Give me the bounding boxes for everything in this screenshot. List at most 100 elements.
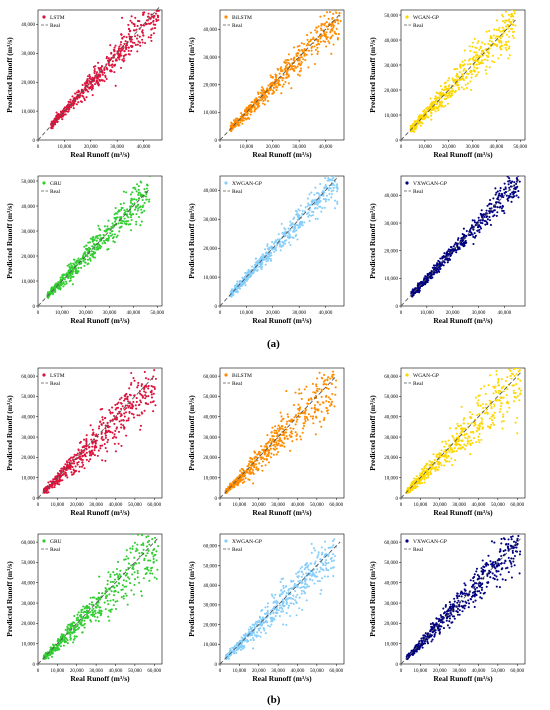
data-point [476, 41, 479, 45]
data-point [323, 187, 326, 190]
data-point [118, 54, 121, 58]
data-point [101, 242, 104, 245]
data-point [511, 23, 514, 26]
data-point [507, 30, 511, 33]
data-point [319, 15, 322, 18]
data-point [480, 387, 483, 390]
data-point [131, 407, 134, 410]
data-point [142, 172, 144, 174]
legend-label: BiLSTM [232, 373, 252, 379]
y-tick-label: 10,000 [203, 111, 217, 116]
data-point [120, 407, 123, 410]
data-point [441, 440, 444, 443]
data-point [454, 83, 457, 86]
data-point [509, 195, 512, 198]
data-point [133, 394, 136, 397]
data-point [323, 191, 326, 194]
data-point [129, 199, 133, 202]
data-point [442, 89, 445, 92]
data-point [495, 19, 499, 22]
data-point [147, 12, 150, 15]
data-point [259, 256, 262, 260]
data-point [424, 275, 427, 278]
data-point [338, 12, 341, 15]
data-point [334, 393, 337, 396]
data-point [117, 222, 120, 225]
data-point [329, 377, 332, 380]
data-point [483, 43, 486, 46]
data-point [327, 173, 329, 175]
data-point [92, 242, 95, 245]
data-point [327, 400, 330, 404]
data-point [127, 417, 130, 420]
data-point [132, 213, 135, 216]
data-point [137, 207, 140, 210]
data-point [463, 443, 466, 446]
data-point [480, 438, 483, 441]
data-point [54, 120, 57, 123]
data-point [133, 379, 136, 382]
data-point [291, 440, 294, 443]
data-point [111, 233, 114, 236]
data-point [88, 257, 91, 261]
data-point [453, 78, 456, 81]
data-point [134, 43, 137, 46]
data-point [97, 83, 100, 86]
data-point [75, 454, 78, 457]
data-point [286, 413, 289, 416]
x-tick-label: 30,000 [466, 145, 480, 150]
data-point [316, 387, 319, 390]
data-point [77, 101, 80, 104]
data-point [493, 28, 496, 31]
data-point [274, 73, 277, 76]
data-point [149, 401, 152, 404]
data-point [264, 464, 267, 467]
data-point [325, 387, 328, 390]
data-point [274, 246, 277, 249]
data-point [416, 288, 419, 291]
data-point [518, 399, 521, 402]
data-point [485, 65, 488, 68]
data-point [510, 13, 513, 16]
data-point [257, 452, 260, 455]
x-axis-label: Real Runoff (m³/s) [433, 316, 493, 325]
data-point [290, 65, 293, 68]
data-point [493, 209, 496, 212]
data-point [115, 436, 118, 439]
reference-line [37, 188, 151, 307]
data-point [271, 92, 274, 95]
data-point [285, 390, 288, 393]
data-point [138, 35, 141, 38]
legend-label: LSTM [50, 373, 65, 379]
data-point [317, 408, 320, 411]
x-axis-label: Real Runoff (m³/s) [433, 508, 493, 517]
data-point [58, 483, 61, 486]
data-point [86, 258, 89, 261]
data-point [504, 40, 508, 44]
y-tick-label: 40,000 [21, 416, 35, 421]
legend-label: VXWGAN-GP [413, 181, 447, 187]
data-point [298, 409, 301, 412]
data-point [284, 69, 287, 72]
data-point [438, 466, 441, 469]
data-point [229, 124, 232, 128]
data-point [298, 49, 301, 52]
data-point [92, 433, 95, 436]
data-point [266, 100, 270, 103]
data-point [252, 482, 255, 485]
data-point [148, 176, 151, 178]
data-point [412, 125, 415, 128]
data-point [120, 414, 123, 417]
data-point [508, 45, 511, 48]
data-point [269, 439, 272, 442]
y-tick-label: 20,000 [384, 89, 398, 94]
data-point [277, 429, 280, 433]
data-point [92, 250, 95, 253]
data-point [127, 173, 129, 175]
data-point [498, 45, 502, 48]
data-point [128, 387, 131, 390]
data-point [446, 94, 449, 97]
data-point [485, 72, 488, 75]
data-point [432, 264, 435, 267]
